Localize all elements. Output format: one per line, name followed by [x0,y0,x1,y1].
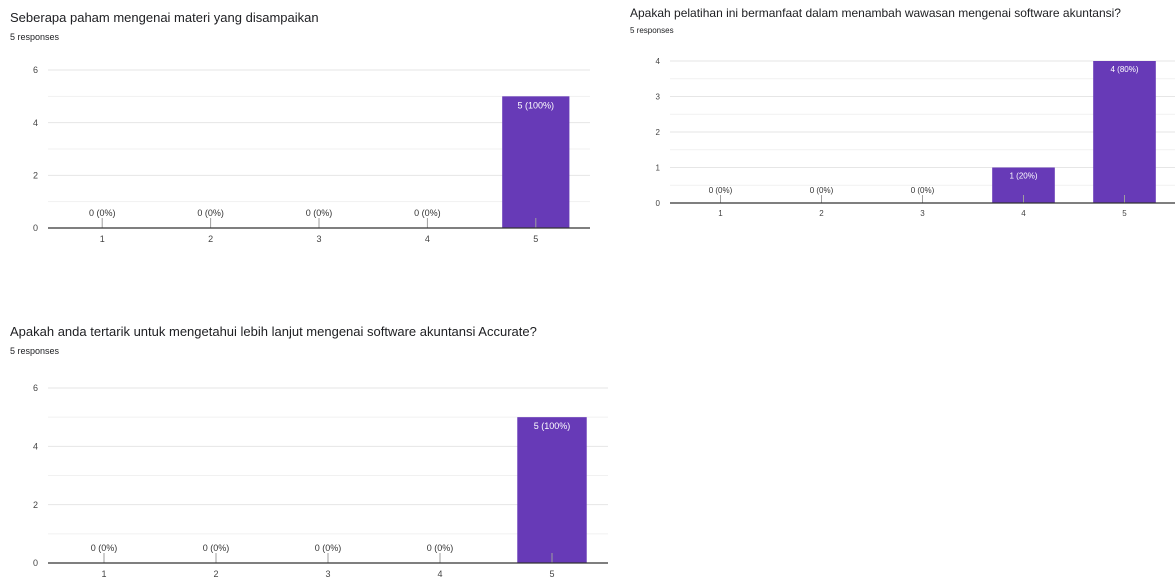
data-label: 0 (0%) [306,208,333,218]
x-tick-label: 2 [213,569,218,579]
y-tick-label: 4 [33,118,38,128]
x-tick-label: 4 [437,569,442,579]
bar [517,417,587,563]
response-count: 5 responses [630,26,674,35]
chart-title: Seberapa paham mengenai materi yang disa… [10,10,319,25]
data-label: 0 (0%) [315,543,342,553]
bar-chart-3: 0 2 4 6 0 (0%) 1 0 (0%) 2 0 (0%) 3 0 (0%) 4 5 (100%)… [33,383,608,579]
y-tick-label: 4 [656,57,661,66]
x-tick-label: 5 [1122,209,1127,218]
y-tick-label: 3 [656,92,661,101]
x-tick-label: 2 [208,234,213,244]
x-tick-label: 4 [425,234,430,244]
data-label: 0 (0%) [91,543,118,553]
y-tick-label: 1 [656,163,661,172]
x-tick-label: 4 [1021,209,1026,218]
data-label: 0 (0%) [911,186,935,195]
bar [502,96,570,228]
response-count: 5 responses [10,32,60,42]
bar-chart-1: 0 2 4 6 0 (0%) 1 0 (0%) 2 0 (0%) 3 0 (0%) 4 5 (100%)… [33,65,590,244]
data-label: 0 (0%) [203,543,230,553]
x-tick-label: 5 [549,569,554,579]
chart-panel-2: Apakah pelatihan ini bermanfaat dalam me… [630,6,1175,236]
x-tick-label: 1 [101,569,106,579]
data-label: 0 (0%) [427,543,454,553]
x-tick-label: 3 [325,569,330,579]
y-tick-label: 2 [33,170,38,180]
chart-title: Apakah pelatihan ini bermanfaat dalam me… [630,6,1121,20]
data-label: 0 (0%) [197,208,224,218]
response-count: 5 responses [10,346,60,356]
x-tick-label: 1 [100,234,105,244]
x-tick-label: 5 [533,234,538,244]
y-tick-label: 2 [656,128,661,137]
y-tick-label: 6 [33,383,38,393]
bar [1093,61,1156,203]
data-label: 5 (100%) [518,100,555,110]
y-tick-label: 0 [656,199,661,208]
y-tick-label: 0 [33,223,38,233]
y-tick-label: 0 [33,558,38,568]
data-label: 4 (80%) [1110,65,1138,74]
data-label: 0 (0%) [810,186,834,195]
x-tick-label: 3 [920,209,925,218]
data-label: 0 (0%) [709,186,733,195]
data-label: 0 (0%) [89,208,116,218]
x-tick-label: 3 [316,234,321,244]
x-tick-label: 1 [718,209,723,218]
x-tick-label: 2 [819,209,824,218]
y-tick-label: 6 [33,65,38,75]
data-label: 0 (0%) [414,208,441,218]
chart-panel-3: Apakah anda tertarik untuk mengetahui le… [10,324,610,580]
data-label: 5 (100%) [534,421,571,431]
data-label: 1 (20%) [1009,172,1037,181]
bar-chart-2: 0 1 2 3 4 0 (0%) 1 0 (0%) 2 0 (0%) 3 1 (20%) 4 4 (80%… [656,57,1175,218]
y-tick-label: 4 [33,441,38,451]
chart-panel-1: Seberapa paham mengenai materi yang disa… [10,10,600,260]
y-tick-label: 2 [33,500,38,510]
chart-title: Apakah anda tertarik untuk mengetahui le… [10,324,537,339]
